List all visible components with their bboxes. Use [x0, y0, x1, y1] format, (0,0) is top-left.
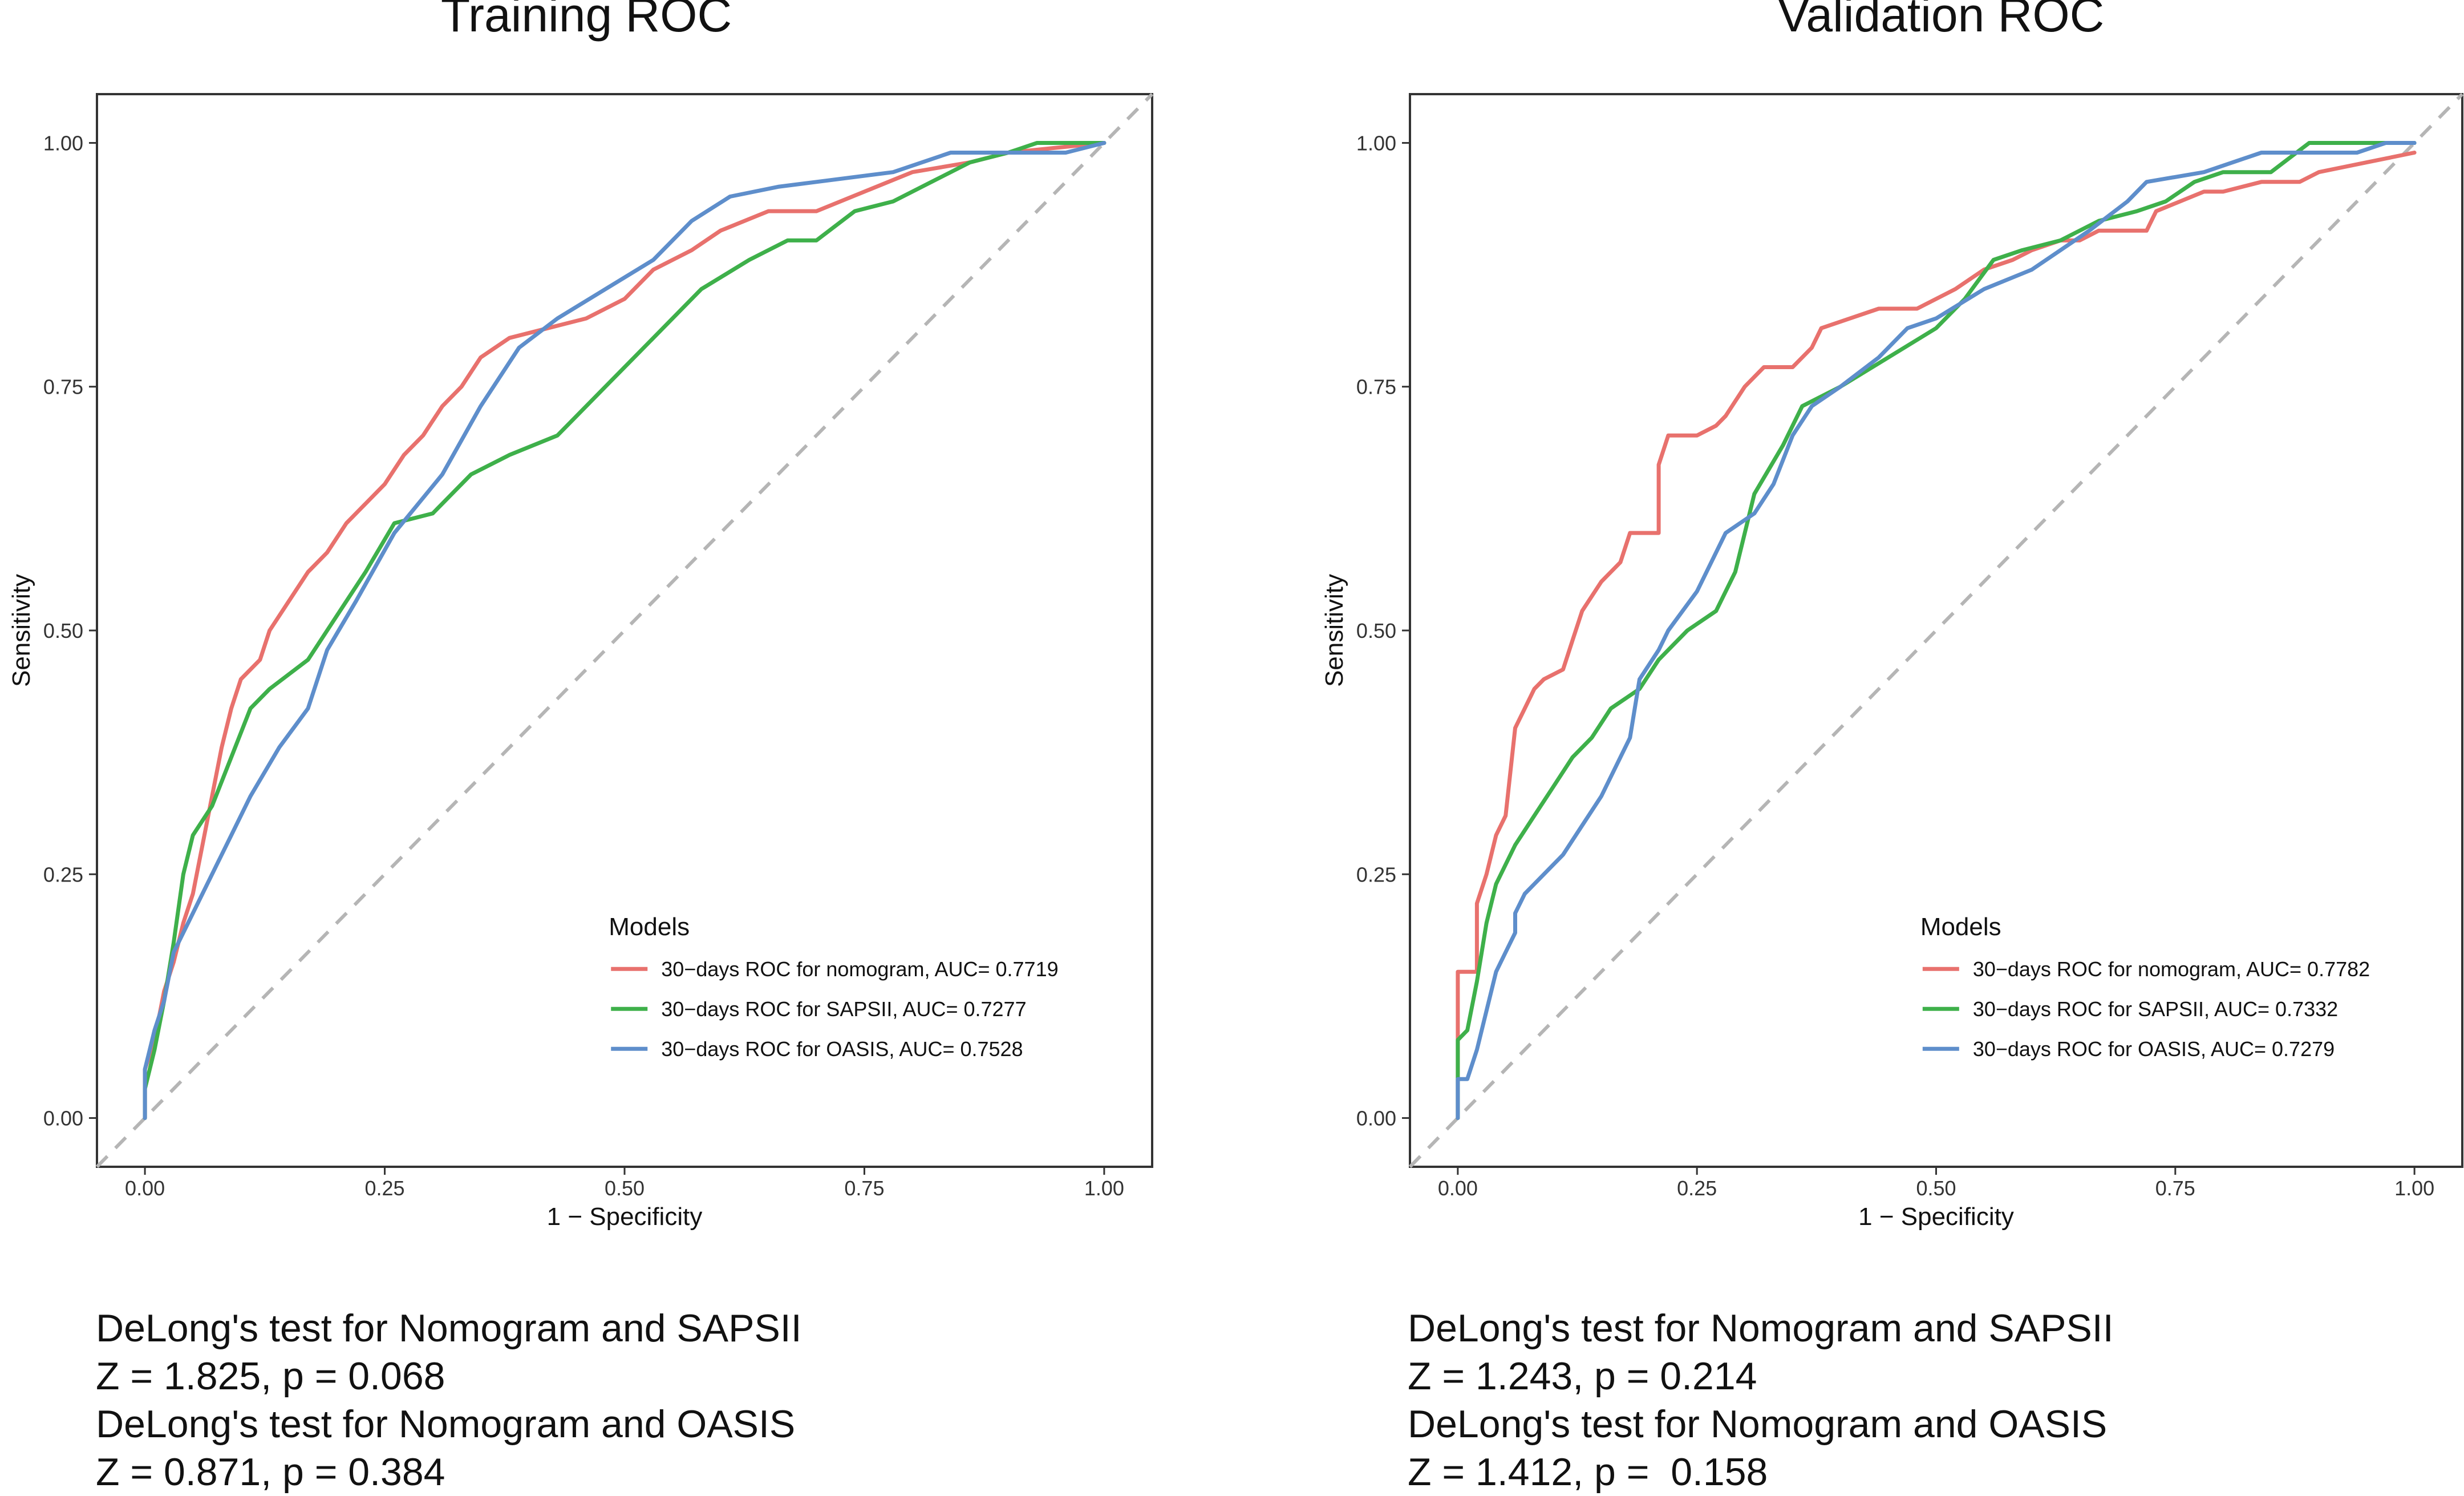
- delong-oasis-result: Z = 0.871, p = 0.384: [96, 1450, 445, 1494]
- delong-notes-validation: DeLong's test for Nomogram and SAPSII Z …: [1408, 1304, 2114, 1496]
- x-tick-label: 0.75: [2155, 1176, 2195, 1200]
- delong-sapsii-result: Z = 1.243, p = 0.214: [1408, 1355, 1757, 1398]
- legend-label-1: 30−days ROC for SAPSII, AUC= 0.7277: [661, 997, 1026, 1021]
- chart-title: Validation ROC: [1778, 0, 2105, 42]
- x-axis-label: 1 − Specificity: [547, 1203, 703, 1231]
- delong-sapsii-result: Z = 1.825, p = 0.068: [96, 1355, 445, 1398]
- x-tick-label: 0.00: [1438, 1176, 1478, 1200]
- delong-sapsii-label: DeLong's test for Nomogram and SAPSII: [96, 1307, 802, 1350]
- x-tick-label: 0.25: [1677, 1176, 1717, 1200]
- y-tick-label: 1.00: [43, 131, 83, 155]
- delong-oasis-label: DeLong's test for Nomogram and OASIS: [1408, 1402, 2108, 1446]
- roc-curve-series-1: [1456, 141, 2417, 1120]
- x-tick-label: 1.00: [2394, 1176, 2434, 1200]
- y-tick-label: 0.00: [1356, 1107, 1396, 1130]
- y-tick-label: 0.25: [43, 863, 83, 886]
- x-tick-label: 0.00: [125, 1176, 165, 1200]
- x-tick-label: 0.50: [1916, 1176, 1956, 1200]
- y-tick-label: 0.25: [1356, 863, 1396, 886]
- delong-notes-training: DeLong's test for Nomogram and SAPSII Z …: [96, 1304, 802, 1496]
- roc-curve-series-0: [143, 141, 1107, 1120]
- legend-label-0: 30−days ROC for nomogram, AUC= 0.7782: [1973, 957, 2370, 981]
- y-tick-label: 0.50: [43, 619, 83, 642]
- legend-label-0: 30−days ROC for nomogram, AUC= 0.7719: [661, 957, 1058, 981]
- x-tick-label: 1.00: [1084, 1176, 1124, 1200]
- training-roc-panel: Training ROC 0.00 0.00 0.25 0.25 0.50 0.50 0.75…: [7, 0, 1154, 1231]
- legend-label-2: 30−days ROC for OASIS, AUC= 0.7279: [1973, 1037, 2335, 1061]
- y-axis-label: Sensitivity: [7, 574, 35, 687]
- x-axis-label: 1 − Specificity: [1858, 1203, 2014, 1231]
- diagonal-reference-line: [95, 92, 1154, 1169]
- delong-oasis-result: Z = 1.412, p = 0.158: [1408, 1450, 1768, 1494]
- legend-label-1: 30−days ROC for SAPSII, AUC= 0.7332: [1973, 997, 2338, 1021]
- y-tick-label: 0.00: [43, 1107, 83, 1130]
- legend-title: Models: [609, 913, 690, 941]
- delong-sapsii-label: DeLong's test for Nomogram and SAPSII: [1408, 1307, 2114, 1350]
- diagonal-reference-line: [1408, 92, 2464, 1169]
- roc-curve-series-2: [143, 141, 1107, 1120]
- y-axis-label: Sensitivity: [1320, 574, 1348, 687]
- y-tick-label: 0.75: [43, 375, 83, 399]
- legend-label-2: 30−days ROC for OASIS, AUC= 0.7528: [661, 1037, 1023, 1061]
- y-tick-label: 0.75: [1356, 375, 1396, 399]
- delong-oasis-label: DeLong's test for Nomogram and OASIS: [96, 1402, 796, 1446]
- roc-curve-series-1: [143, 141, 1107, 1120]
- roc-curve-series-2: [1456, 141, 2417, 1120]
- y-tick-label: 0.50: [1356, 619, 1396, 642]
- x-tick-label: 0.25: [365, 1176, 405, 1200]
- y-tick-label: 1.00: [1356, 131, 1396, 155]
- validation-roc-panel: Validation ROC 0.00 0.00 0.25 0.25 0.50 0.50 0.…: [1320, 0, 2464, 1231]
- roc-curve-series-0: [1456, 151, 2417, 1120]
- chart-title: Training ROC: [441, 0, 732, 42]
- x-tick-label: 0.75: [844, 1176, 884, 1200]
- x-tick-label: 0.50: [605, 1176, 645, 1200]
- legend-title: Models: [1920, 913, 2001, 941]
